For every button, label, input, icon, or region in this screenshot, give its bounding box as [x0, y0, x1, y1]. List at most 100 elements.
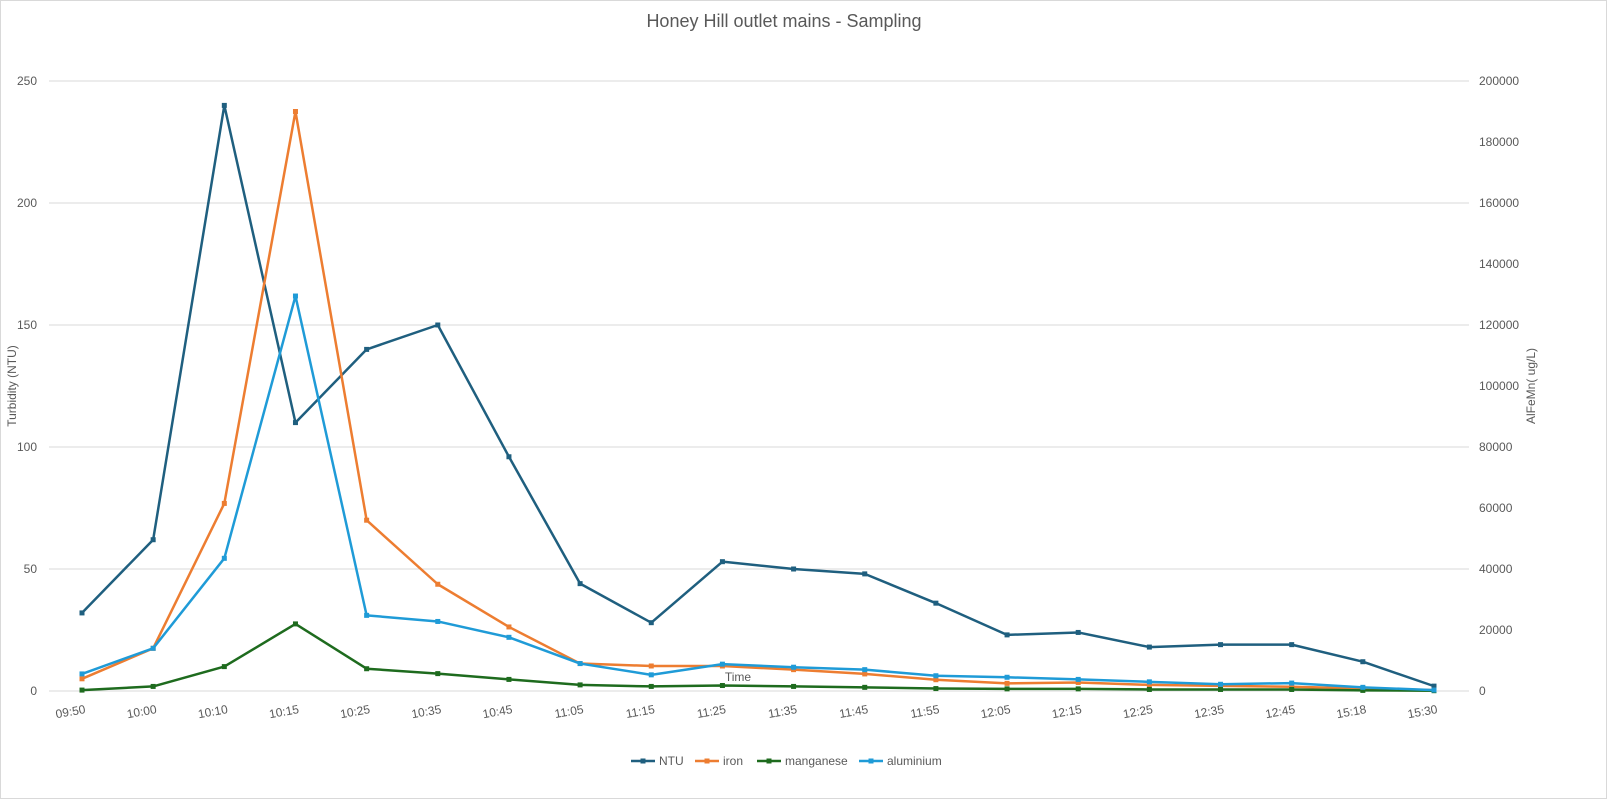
- legend-label: iron: [723, 754, 743, 768]
- data-point-iron: [933, 677, 939, 683]
- data-point-NTU: [1218, 642, 1224, 648]
- y2-tick-label: 20000: [1479, 623, 1513, 637]
- x-tick-label: 10:35: [410, 702, 442, 721]
- data-point-aluminium: [150, 645, 156, 651]
- x-tick-label: 12:15: [1051, 702, 1083, 721]
- data-point-NTU: [1004, 632, 1010, 638]
- y2-tick-label: 100000: [1479, 379, 1519, 393]
- legend-item-NTU: NTU: [631, 754, 684, 768]
- data-point-iron: [1004, 680, 1010, 686]
- data-point-aluminium: [79, 671, 85, 677]
- x-tick-label: 10:10: [197, 702, 229, 721]
- gridlines: [49, 80, 1469, 692]
- x-tick-label: 10:45: [481, 702, 513, 721]
- data-point-iron: [648, 663, 654, 669]
- data-point-NTU: [577, 581, 583, 587]
- data-point-manganese: [862, 684, 868, 690]
- data-point-iron: [1075, 679, 1081, 685]
- data-point-NTU: [1289, 642, 1295, 648]
- data-point-iron: [1146, 682, 1152, 688]
- legend-marker: [766, 758, 772, 764]
- x-tick-label: 12:35: [1193, 702, 1225, 721]
- legend-marker: [640, 758, 646, 764]
- legend-label: NTU: [659, 754, 684, 768]
- data-point-NTU: [1360, 659, 1366, 665]
- data-point-NTU: [1431, 683, 1437, 689]
- data-point-NTU: [862, 571, 868, 577]
- data-point-manganese: [292, 621, 298, 627]
- data-point-aluminium: [1218, 681, 1224, 687]
- data-point-manganese: [506, 676, 512, 682]
- data-point-aluminium: [1075, 676, 1081, 682]
- data-point-manganese: [719, 683, 725, 689]
- series-aluminium: [79, 293, 1437, 693]
- data-point-aluminium: [1431, 687, 1437, 693]
- data-point-iron: [364, 517, 370, 523]
- y-axis-title: Turbidity (NTU): [5, 345, 19, 427]
- data-point-manganese: [1360, 687, 1366, 693]
- data-point-aluminium: [435, 618, 441, 624]
- data-point-aluminium: [1004, 674, 1010, 680]
- x-tick-label: 10:15: [268, 702, 300, 721]
- series-line-aluminium: [81, 294, 1435, 692]
- legend-marker: [868, 758, 874, 764]
- data-point-manganese: [221, 664, 227, 670]
- data-point-iron: [435, 581, 441, 587]
- data-point-manganese: [791, 683, 797, 689]
- data-point-iron: [221, 500, 227, 506]
- legend-label: aluminium: [887, 754, 942, 768]
- y2-tick-label: 140000: [1479, 257, 1519, 271]
- data-point-iron: [292, 109, 298, 114]
- x-tick-label: 11:05: [553, 702, 584, 721]
- data-point-iron: [79, 676, 85, 682]
- y2-tick-label: 40000: [1479, 562, 1513, 576]
- left-axis-ticks: 0 50 100 150 200 250: [17, 74, 37, 698]
- chart-title: Honey Hill outlet mains - Sampling: [646, 11, 921, 31]
- y-tick-label: 100: [17, 440, 37, 454]
- data-point-NTU: [292, 420, 298, 426]
- series-NTU: [79, 102, 1437, 689]
- data-point-NTU: [648, 620, 654, 626]
- y2-tick-label: 0: [1479, 684, 1486, 698]
- data-point-NTU: [79, 610, 85, 616]
- series-line-iron: [81, 110, 1435, 692]
- y2-axis-title: AlFeMn( ug/L): [1524, 348, 1538, 424]
- data-point-aluminium: [648, 672, 654, 678]
- data-point-aluminium: [506, 634, 512, 640]
- data-point-manganese: [648, 683, 654, 689]
- x-tick-label: 11:55: [909, 702, 940, 721]
- y2-tick-label: 160000: [1479, 196, 1519, 210]
- x-axis-title: Time: [725, 670, 752, 684]
- y2-tick-label: 60000: [1479, 501, 1513, 515]
- x-tick-label: 12:45: [1264, 702, 1296, 721]
- x-tick-label: 12:05: [980, 702, 1012, 721]
- y2-tick-label: 200000: [1479, 74, 1519, 88]
- data-point-NTU: [791, 566, 797, 572]
- data-point-aluminium: [791, 664, 797, 670]
- y-tick-label: 250: [17, 74, 37, 88]
- data-point-NTU: [506, 454, 512, 460]
- legend-item-iron: iron: [695, 754, 743, 768]
- legend-item-aluminium: aluminium: [859, 754, 942, 768]
- x-tick-label: 12:25: [1122, 702, 1154, 721]
- data-point-NTU: [364, 346, 370, 352]
- legend-marker: [704, 758, 710, 764]
- data-point-NTU: [221, 102, 227, 108]
- x-axis-ticks: 09:50 10:00 10:10 10:15 10:25 10:35 10:45 11:05…: [55, 702, 1439, 721]
- data-point-manganese: [1146, 686, 1152, 692]
- legend-item-manganese: manganese: [757, 754, 848, 768]
- legend-label: manganese: [785, 754, 848, 768]
- x-tick-label: 09:50: [55, 702, 87, 721]
- data-point-aluminium: [862, 667, 868, 673]
- data-point-NTU: [933, 600, 939, 606]
- data-point-aluminium: [292, 293, 298, 299]
- series-iron: [79, 109, 1437, 693]
- data-point-manganese: [933, 686, 939, 692]
- data-point-manganese: [1075, 686, 1081, 692]
- data-point-aluminium: [1146, 679, 1152, 685]
- x-tick-label: 11:15: [625, 702, 656, 721]
- x-tick-label: 10:00: [126, 702, 158, 721]
- y-tick-label: 50: [24, 562, 38, 576]
